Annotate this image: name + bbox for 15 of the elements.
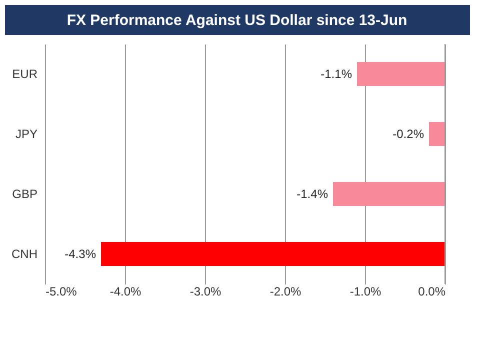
data-label: -0.2% (392, 127, 424, 141)
y-tick-label: GBP (12, 187, 38, 201)
chart-title: FX Performance Against US Dollar since 13-Jun (66, 12, 408, 29)
x-tick-label: -4.0% (110, 284, 142, 298)
x-tick-label: -3.0% (190, 284, 222, 298)
x-tick-label: -1.0% (350, 284, 382, 298)
x-tick-label: 0.0% (418, 284, 446, 298)
data-label: -1.4% (296, 187, 328, 201)
x-tick-label: -2.0% (270, 284, 302, 298)
x-tick-label: -5.0% (46, 284, 78, 298)
y-tick-label: CNH (12, 247, 38, 261)
y-tick-label: JPY (15, 127, 38, 141)
data-label: -1.1% (320, 67, 352, 81)
data-label: -4.3% (64, 247, 96, 261)
y-tick-label: EUR (12, 67, 38, 81)
